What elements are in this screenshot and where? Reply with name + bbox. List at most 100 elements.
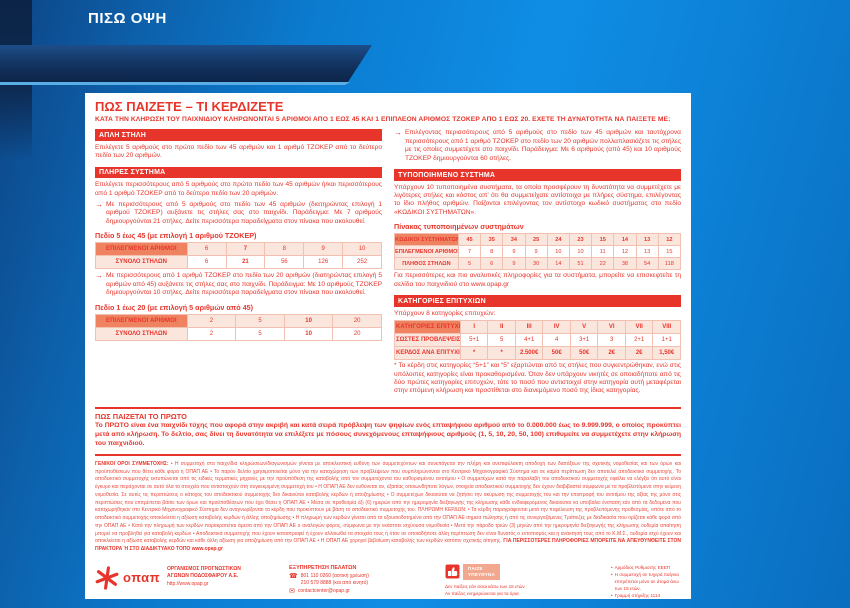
table-cell: 2+1 (624, 333, 654, 348)
play-responsibly-badge: ΠΑΙΖΕ ΥΠΕΥΘΥΝΑ (463, 563, 501, 581)
customer-support-title: ΕΞΥΠΗΡΕΤΗΣΗ ΠΕΛΑΤΩΝ (289, 564, 357, 571)
table-cell: 23 (568, 233, 593, 247)
age-note-text: Η συμμετοχή σε τυχερά παίγνια επιτρέπετα… (614, 571, 679, 592)
table-cell: 30 (524, 257, 548, 271)
document-footer: οπαπ ΟΡΓΑΝΙΣΜΟΣ ΠΡΟΓΝΩΣΤΙΚΩΝ ΑΓΩΝΩΝ ΠΟΔΟ… (95, 562, 681, 599)
table-cell: 54 (635, 257, 659, 271)
helpline-note-text: Γραμμή στήριξης 1114 (614, 593, 661, 599)
table-cell: 7 (457, 245, 482, 259)
section-header-full-system: ΠΛΗΡΕΣ ΣΥΣΤΗΜΑ (95, 166, 382, 179)
table-row-label: ΕΠΙΛΕΓΜΕΝΟΙ ΑΡΙΘΜΟΙ (95, 313, 188, 328)
table-cell: 2€ (597, 346, 626, 361)
full-system-text: Επιλέγετε περισσότερους από 5 αριθμούς σ… (95, 181, 382, 197)
phone-number-1: 801 110 0260 (αστική χρέωση) (300, 572, 369, 579)
badge-line-2: ΥΠΕΥΘΥΝΑ (468, 572, 496, 578)
table-cell: 24 (546, 233, 570, 247)
table-cell: VII (624, 320, 654, 335)
table-row-label: ΚΑΤΗΓΟΡΙΕΣ ΕΠΙΤΥΧΙΩΝ (394, 320, 461, 335)
table-cell: 38 (613, 257, 637, 271)
responsible-gaming-lines: Δεν παίζεις εάν είσαι κάτω των 18 ετών Α… (445, 584, 585, 598)
column-left: ΑΠΛΗ ΣΤΗΛΗ Επιλέγετε 5 αριθμούς στο πρώτ… (95, 129, 382, 401)
table-cell: 12 (657, 233, 682, 247)
table-cell: 10 (568, 245, 593, 259)
bullet-multiply-columns-text: Επιλέγοντας περισσότερους από 5 αριθμούς… (405, 129, 681, 162)
table-cell: 6 (480, 257, 504, 271)
customer-support: ΕΞΥΠΗΡΕΤΗΣΗ ΠΕΛΑΤΩΝ ☎ 801 110 0260 (αστι… (289, 564, 429, 596)
table-win-categories: ΚΑΤΗΓΟΡΙΕΣ ΕΠΙΤΥΧΙΩΝ I II III IV V VI VI… (394, 320, 681, 361)
table-cell: 6 (186, 242, 227, 257)
general-terms-body: • Η συμμετοχή στα παιχνίδια κληρώσεων/δι… (95, 460, 682, 545)
bullet-more-tzoker-20-text: Με περισσότερους από 1 αριθμό ΤΖΟΚΕΡ στο… (106, 272, 382, 297)
table-cell: 25 (524, 233, 548, 247)
back-side-banner (0, 45, 372, 82)
table-cell: 2 (186, 313, 237, 328)
phone-icon: ☎ (289, 573, 298, 581)
banner-underline (0, 82, 350, 85)
envelope-icon: ✉ (289, 588, 295, 596)
table-cell: 15 (657, 245, 682, 259)
table-cell: 14 (613, 233, 637, 247)
table-cell: 20 (332, 313, 382, 328)
limits-awareness-line: Αν παίζεις ενημερώνεσαι για τα όρια (445, 591, 519, 597)
table-cell: 35 (480, 233, 504, 247)
general-terms-text: ΓΕΝΙΚΟΙ ΟΡΟΙ ΣΥΜΜΕΤΟΧΗΣ: • Η συμμετοχή σ… (95, 461, 681, 554)
arrow-icon: → (394, 128, 402, 138)
table-cell: 20 (332, 326, 382, 341)
table-row-label: ΣΥΝΟΛΟ ΣΤΗΛΩΝ (95, 255, 188, 270)
back-side-label: ΠΙΣΩ ΟΨΗ (88, 10, 167, 27)
bullet-icon: • (611, 564, 613, 570)
org-name-line2: ΑΓΩΝΩΝ ΠΟΔΟΣΦΑΙΡΟΥ Α.Ε. (167, 573, 239, 580)
simple-column-text: Επιλέγετε 5 αριθμούς στο πρώτο πεδίο των… (95, 143, 382, 160)
table-row-label: ΠΛΗΘΟΣ ΣΤΗΛΩΝ (394, 257, 459, 271)
table-cell: 118 (657, 257, 682, 271)
table-cell: 45 (457, 233, 482, 247)
table-cell: 1+1 (652, 333, 681, 348)
section-header-standard-system: ΤΥΠΟΠΟΙΗΜΕΝΟ ΣΥΣΤΗΜΑ (394, 169, 681, 181)
table-cell: IV (542, 320, 571, 335)
email-row: ✉ contactcenter@opap.gr (289, 588, 429, 596)
table-cell: 10 (283, 326, 334, 341)
table-cell: 50€ (569, 346, 599, 361)
table-cell: 5 (487, 333, 516, 348)
table-cell: 8 (480, 245, 504, 259)
table-field20-title: Πεδίο 1 έως 20 (με επιλογή 5 αριθμών από… (95, 302, 254, 312)
responsible-gaming: ΠΑΙΖΕ ΥΠΕΥΘΥΝΑ Δεν παίζεις εάν είσαι κάτ… (445, 563, 585, 598)
bullet-multiply-columns: → Επιλέγοντας περισσότερους από 5 αριθμο… (394, 129, 681, 163)
table-cell: 126 (303, 255, 344, 270)
table-cell: 5 (235, 326, 285, 341)
regulatory-notes: • Αρμόδιος Ρυθμιστής ΕΕΕΠ • Η συμμετοχή σε… (611, 564, 681, 599)
table-cell: II (487, 320, 516, 335)
table-cell: 15 (591, 233, 615, 247)
table-cell: 10 (283, 313, 334, 328)
table-cell: 5 (235, 313, 285, 328)
table-cell: 2 (186, 326, 237, 341)
phone-row-2: ☎ 210 579 8888 (και από κινητό) (289, 580, 429, 588)
divider-top (95, 407, 681, 410)
table-cell: VI (597, 320, 626, 335)
table-row-label: ΚΕΡΔΟΣ ΑΝΑ ΕΠΙΤΥΧΙΑ (394, 346, 461, 361)
proto-section-title: ΠΩΣ ΠΑΙΖΕΤΑΙ ΤΟ ΠΡΩΤΟ (95, 412, 187, 422)
bullet-more-numbers-45: → Με περισσότερους από 5 αριθμούς στο πε… (95, 200, 382, 226)
opap-star-icon (95, 566, 119, 590)
table-field-1-20: ΕΠΙΛΕΓΜΕΝΟΙ ΑΡΙΘΜΟΙ 2 5 10 20 ΣΥΝΟΛΟ ΣΤΗ… (95, 313, 382, 341)
table-cell: 4+1 (514, 333, 544, 348)
table-cell: 9 (524, 245, 548, 259)
general-terms-lead: ΓΕΝΙΚΟΙ ΟΡΟΙ ΣΥΜΜΕΤΟΧΗΣ: (95, 460, 169, 467)
column-right: → Επιλέγοντας περισσότερους από 5 αριθμο… (394, 129, 682, 401)
table-cell: 8 (264, 242, 305, 257)
win-categories-footnote: * Τα κέρδη στις κατηγορίες “5+1” και “5”… (394, 362, 681, 395)
win-categories-intro: Υπάρχουν 8 κατηγορίες επιτυχιών: (394, 309, 496, 317)
arrow-icon: → (95, 271, 103, 281)
table-row-label: ΕΠΙΛΕΓΜΕΝΟΙ ΑΡΙΘΜΟΙ (394, 245, 459, 259)
table-cell: 56 (264, 255, 305, 270)
table-row-label: ΣΩΣΤΕΣ ΠΡΟΒΛΕΨΕΙΣ (394, 333, 461, 348)
phone-number-2: 210 579 8888 (και από κινητό) (300, 580, 369, 587)
table-cell: 6 (186, 255, 227, 270)
table-cell: 1,50€ (652, 346, 681, 361)
table-cell: I (459, 320, 489, 335)
page-title: ΠΩΣ ΠΑΙΖΕΤΕ – ΤΙ ΚΕΡΔΙΖΕΤΕ (95, 99, 284, 114)
table-cell: * (459, 346, 489, 361)
bullet-more-numbers-45-text: Με περισσότερους από 5 αριθμούς στο πεδί… (106, 201, 382, 225)
standard-system-text: Υπάρχουν 10 τυποποιημένα συστήματα, τα ο… (394, 183, 681, 216)
table-cell: 12 (613, 245, 637, 259)
